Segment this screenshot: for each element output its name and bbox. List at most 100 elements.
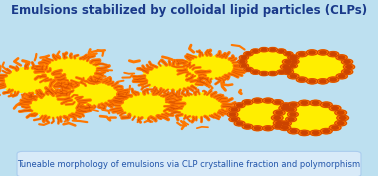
- Circle shape: [310, 130, 322, 136]
- Polygon shape: [115, 92, 176, 119]
- Circle shape: [317, 50, 328, 55]
- Circle shape: [282, 69, 294, 74]
- Circle shape: [309, 80, 315, 83]
- Circle shape: [279, 105, 291, 111]
- Circle shape: [327, 77, 339, 82]
- Circle shape: [312, 101, 319, 104]
- Circle shape: [273, 100, 283, 105]
- Circle shape: [262, 72, 266, 75]
- Circle shape: [252, 126, 263, 131]
- Circle shape: [336, 74, 347, 79]
- Polygon shape: [170, 92, 226, 119]
- Circle shape: [335, 120, 347, 126]
- Circle shape: [254, 127, 260, 130]
- Polygon shape: [289, 54, 346, 80]
- Text: Tuneable morphology of emulsions via CLP crystalline fraction and polymorphism: Tuneable morphology of emulsions via CLP…: [17, 160, 361, 169]
- Circle shape: [274, 116, 280, 119]
- Circle shape: [265, 127, 271, 130]
- Circle shape: [288, 128, 299, 134]
- Circle shape: [346, 65, 352, 68]
- Circle shape: [275, 125, 281, 128]
- Circle shape: [329, 105, 341, 111]
- Circle shape: [252, 98, 263, 103]
- Circle shape: [277, 49, 286, 53]
- Circle shape: [229, 117, 240, 122]
- Circle shape: [237, 104, 243, 107]
- Circle shape: [231, 108, 237, 111]
- Polygon shape: [25, 92, 84, 119]
- Circle shape: [299, 100, 310, 106]
- Circle shape: [344, 60, 350, 63]
- Polygon shape: [245, 51, 292, 73]
- Circle shape: [290, 59, 299, 64]
- Circle shape: [234, 103, 245, 108]
- Circle shape: [229, 113, 235, 116]
- Circle shape: [288, 55, 297, 60]
- Polygon shape: [0, 67, 62, 96]
- Circle shape: [244, 52, 253, 56]
- Circle shape: [344, 70, 350, 73]
- Circle shape: [321, 128, 332, 134]
- Circle shape: [290, 130, 297, 133]
- Circle shape: [290, 65, 295, 67]
- Circle shape: [229, 107, 240, 112]
- Circle shape: [329, 125, 341, 130]
- Circle shape: [284, 52, 293, 56]
- Circle shape: [338, 122, 344, 125]
- Circle shape: [306, 50, 318, 55]
- Circle shape: [288, 118, 294, 121]
- Circle shape: [245, 101, 251, 104]
- Circle shape: [265, 99, 271, 102]
- Circle shape: [332, 107, 338, 110]
- Circle shape: [286, 117, 296, 122]
- Circle shape: [341, 59, 353, 64]
- Circle shape: [307, 79, 318, 84]
- Circle shape: [296, 77, 308, 82]
- Circle shape: [276, 122, 282, 125]
- Circle shape: [283, 104, 289, 107]
- Circle shape: [263, 98, 273, 103]
- Polygon shape: [181, 54, 239, 81]
- Circle shape: [241, 56, 246, 59]
- Circle shape: [290, 75, 296, 78]
- Circle shape: [290, 56, 296, 59]
- Circle shape: [330, 53, 336, 56]
- Circle shape: [309, 51, 315, 54]
- Circle shape: [270, 48, 276, 51]
- Circle shape: [271, 115, 283, 121]
- Circle shape: [234, 121, 245, 126]
- Circle shape: [273, 120, 285, 126]
- Circle shape: [286, 53, 291, 55]
- Circle shape: [268, 71, 277, 76]
- Circle shape: [288, 74, 299, 79]
- Circle shape: [276, 111, 282, 114]
- Circle shape: [321, 102, 332, 108]
- Circle shape: [280, 64, 292, 70]
- Circle shape: [253, 50, 258, 52]
- Circle shape: [280, 121, 291, 126]
- Circle shape: [246, 53, 251, 55]
- Polygon shape: [235, 102, 290, 127]
- Circle shape: [338, 111, 344, 114]
- Circle shape: [240, 60, 245, 63]
- Circle shape: [275, 101, 281, 104]
- Circle shape: [343, 64, 355, 70]
- Circle shape: [288, 64, 297, 68]
- Circle shape: [337, 115, 349, 121]
- Circle shape: [273, 124, 284, 129]
- Circle shape: [286, 68, 291, 71]
- Circle shape: [279, 50, 284, 52]
- Circle shape: [301, 131, 308, 134]
- Circle shape: [323, 130, 330, 133]
- Circle shape: [339, 75, 345, 78]
- Circle shape: [261, 48, 266, 51]
- Circle shape: [282, 126, 288, 129]
- Circle shape: [284, 67, 293, 72]
- Circle shape: [299, 78, 305, 81]
- Circle shape: [292, 60, 297, 63]
- Circle shape: [268, 48, 277, 52]
- Circle shape: [310, 100, 321, 106]
- Circle shape: [279, 125, 291, 130]
- Circle shape: [259, 71, 269, 76]
- Circle shape: [286, 107, 296, 112]
